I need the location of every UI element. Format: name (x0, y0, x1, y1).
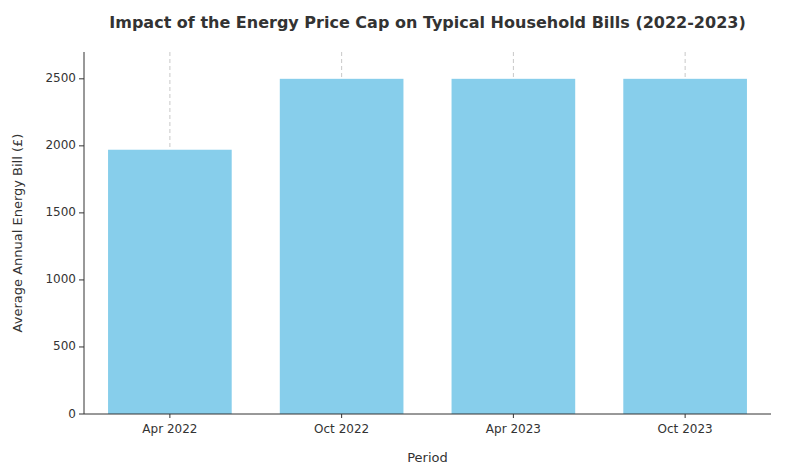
x-tick-label: Oct 2023 (658, 422, 713, 436)
grid (170, 52, 685, 414)
y-tick (79, 414, 84, 415)
bar (108, 150, 232, 414)
x-tick-label: Apr 2022 (142, 422, 197, 436)
y-tick (79, 212, 84, 213)
y-tick (79, 145, 84, 146)
x-tick (685, 414, 686, 418)
x-axis-label: Period (407, 450, 448, 465)
y-tick-label: 1000 (45, 272, 76, 286)
y-axis-line (84, 52, 85, 414)
y-tick-label: 2000 (45, 138, 76, 152)
y-tick-label: 1500 (45, 205, 76, 219)
y-tick-label: 0 (68, 407, 76, 421)
x-tick (169, 414, 170, 418)
y-tick (79, 279, 84, 280)
x-axis-line (84, 414, 771, 415)
y-axis: 0 500 1000 1500 2000 2500 (45, 52, 84, 421)
x-tick-label: Apr 2023 (486, 422, 541, 436)
bar (623, 79, 747, 414)
y-axis-label: Average Annual Energy Bill (£) (10, 134, 25, 333)
x-tick (513, 414, 514, 418)
chart-svg: 05001000150020002500Apr 2022Oct 2022Apr … (0, 0, 795, 476)
x-axis: Apr 2022 Oct 2022 Apr 2023 Oct 2023 (84, 414, 771, 436)
bars (108, 79, 747, 414)
bar (280, 79, 404, 414)
title: Impact of the Energy Price Cap on Typica… (109, 13, 745, 32)
y-tick-label: 2500 (45, 71, 76, 85)
y-tick (79, 346, 84, 347)
x-tick (341, 414, 342, 418)
y-tick-label: 500 (53, 339, 76, 353)
x-tick-label: Oct 2022 (314, 422, 369, 436)
bar (452, 79, 576, 414)
y-tick (79, 78, 84, 79)
chart-container: 05001000150020002500Apr 2022Oct 2022Apr … (0, 0, 795, 476)
